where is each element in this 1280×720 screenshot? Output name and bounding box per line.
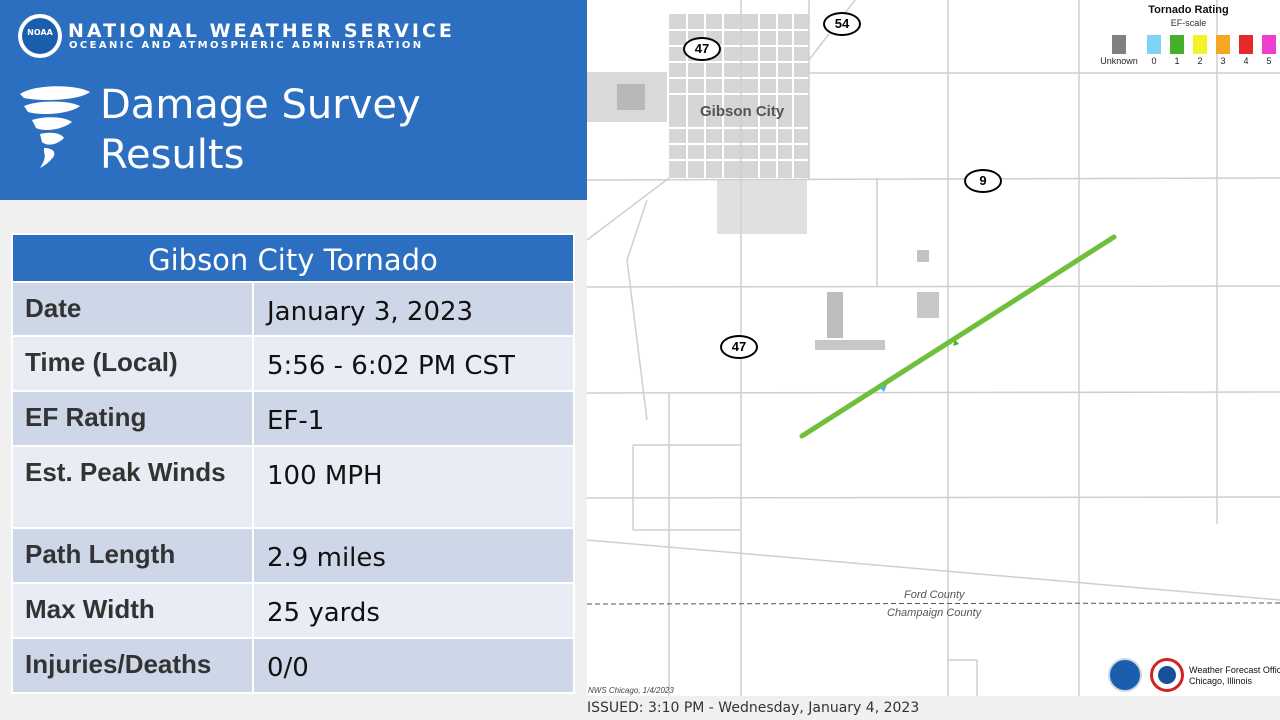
header-banner: NOAA NATIONAL WEATHER SERVICE OCEANIC AN… [0,0,587,200]
town-label: Gibson City [700,103,785,120]
county-label-champaign: Champaign County [887,607,982,619]
legend-title: Tornado Rating [1148,4,1229,16]
legend-swatch-ef0 [1147,35,1161,54]
table-row: Time (Local) 5:56 - 6:02 PM CST [11,337,575,392]
legend-label-ef5: 5 [1266,56,1272,66]
page-title: Damage Survey Results [100,80,421,180]
table-row: EF Rating EF-1 [11,392,575,447]
table-row: Date January 3, 2023 [11,283,575,337]
row-value-date: January 3, 2023 [267,297,474,327]
legend-label-ef3: 3 [1220,56,1226,66]
row-value-time: 5:56 - 6:02 PM CST [267,351,515,381]
county-label-ford: Ford County [904,589,965,601]
row-value-path-length: 2.9 miles [267,543,386,573]
legend-label-ef1: 1 [1174,56,1180,66]
legend-swatch-unknown [1112,35,1126,54]
row-value-peak-winds: 100 MPH [267,461,383,491]
track-marker-ef1 [953,340,959,346]
table-row: Path Length 2.9 miles [11,529,575,584]
page-title-line1: Damage Survey [100,82,421,128]
table-row: Injuries/Deaths 0/0 [11,639,575,694]
damage-map: 54 47 9 47 Gibson City Ford County Champ… [587,0,1280,696]
legend-swatch-ef3 [1216,35,1230,54]
issued-timestamp: ISSUED: 3:10 PM - Wednesday, January 4, … [587,700,920,716]
tornado-icon [20,86,90,168]
office-line1: Weather Forecast Office [1189,665,1280,675]
row-value-ef-rating: EF-1 [267,406,325,436]
map-credit: NWS Chicago, 1/4/2023 [588,686,674,695]
legend-swatch-ef1 [1170,35,1184,54]
nws-seal-icon [1150,658,1184,692]
office-label: Weather Forecast Office Chicago, Illinoi… [1189,665,1280,687]
route-shield-47-north: 47 [683,37,721,61]
page-title-line2: Results [100,132,245,178]
agency-title: NATIONAL WEATHER SERVICE [68,20,455,42]
row-label-date: Date [13,283,254,335]
table-row: Max Width 25 yards [11,584,575,639]
legend-swatch-ef5 [1262,35,1276,54]
row-label-path-length: Path Length [13,529,254,582]
legend-swatch-ef2 [1193,35,1207,54]
row-value-max-width: 25 yards [267,598,380,628]
legend-label-ef2: 2 [1197,56,1203,66]
row-label-ef-rating: EF Rating [13,392,254,445]
agency-subtitle: OCEANIC AND ATMOSPHERIC ADMINISTRATION [69,40,424,51]
legend-subtitle: EF-scale [1170,18,1207,28]
legend-label-ef0: 0 [1151,56,1157,66]
track-marker-ef0 [880,385,887,392]
route-shield-54: 54 [823,12,861,36]
legend-label-unknown: Unknown [1100,56,1138,66]
tornado-track [799,234,1117,439]
noaa-logo: NOAA [18,14,62,58]
legend-label-ef4: 4 [1243,56,1249,66]
route-shield-47-south: 47 [720,335,758,359]
noaa-seal-icon [1108,658,1142,692]
row-value-injuries: 0/0 [267,653,309,683]
noaa-logo-text: NOAA [27,28,53,37]
map-basemap [587,0,1280,696]
route-shield-9: 9 [964,169,1002,193]
office-line2: Chicago, Illinois [1189,676,1253,686]
table-row: Est. Peak Winds 100 MPH [11,447,575,529]
survey-table: Gibson City Tornado Date January 3, 2023… [11,233,575,694]
row-label-max-width: Max Width [13,584,254,637]
table-heading: Gibson City Tornado [11,233,575,283]
row-label-peak-winds: Est. Peak Winds [13,447,254,527]
row-label-time: Time (Local) [13,337,254,390]
legend-swatch-ef4 [1239,35,1253,54]
row-label-injuries: Injuries/Deaths [13,639,254,692]
map-legend: Tornado Rating EF-scale Unknown 0 1 2 3 … [1097,4,1280,70]
